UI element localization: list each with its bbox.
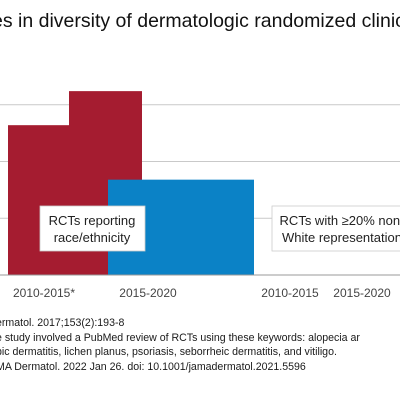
source-line: MA Dermatol. 2022 Jan 26. doi: 10.1001/j…	[0, 360, 306, 373]
group-label: RCTs reporting	[49, 213, 136, 228]
group-label-box	[271, 205, 400, 252]
x-tick-label: 2015-2020	[333, 286, 391, 300]
source-line: e study involved a PubMed review of RCTs…	[0, 331, 360, 344]
source-line: pic dermatitis, lichen planus, psoriasis…	[0, 346, 337, 359]
chart-title: es in diversity of dermatologic randomiz…	[0, 10, 400, 32]
group-label-box	[39, 205, 146, 252]
group-label: White representation	[282, 230, 400, 245]
x-tick-label: 2010-2015	[261, 286, 319, 300]
source-notes: ermatol. 2017;153(2):193-8 e study invol…	[0, 316, 400, 374]
group-label: race/ethnicity	[54, 230, 131, 245]
x-tick-label: 2010-2015*	[13, 286, 75, 300]
bar	[8, 125, 69, 276]
bar	[181, 179, 254, 275]
source-line: ermatol. 2017;153(2):193-8	[0, 317, 125, 329]
group-label: RCTs with ≥20% non-	[280, 213, 400, 228]
x-tick-label: 2015-2020	[119, 286, 177, 300]
